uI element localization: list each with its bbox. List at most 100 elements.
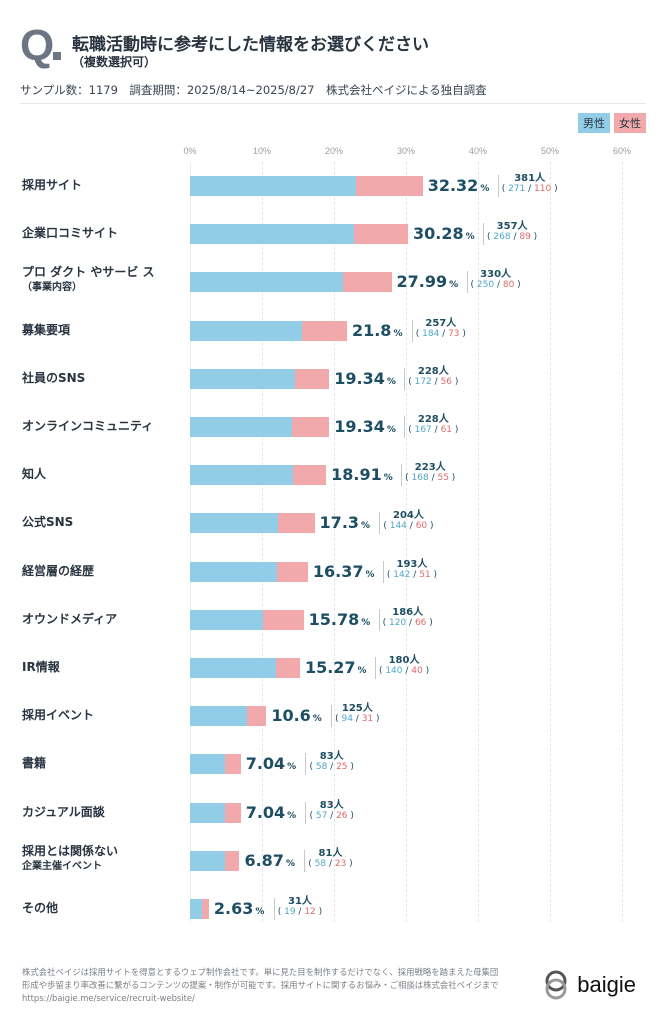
paren-close: ) — [530, 232, 538, 243]
bar-male — [190, 320, 303, 341]
q-dot — [53, 52, 62, 60]
category-label-main: 書籍 — [22, 756, 47, 771]
count-breakdown: ( 168 / 55 ) — [405, 473, 455, 484]
chart-row: 募集要項 21.8% 257人( 184 / 73 ) — [0, 311, 666, 351]
paren-close: ) — [347, 810, 354, 821]
bar-female — [247, 706, 267, 727]
slash: / — [406, 617, 415, 628]
count-male: 144 — [389, 521, 407, 532]
bar-female — [277, 513, 315, 534]
category-label-main: 採用イベント — [22, 708, 95, 723]
paren-open: ( — [308, 858, 315, 869]
category-label-main: 公式SNS — [22, 515, 74, 530]
count-total: 381人 — [514, 173, 546, 184]
percent-unit: % — [386, 376, 396, 387]
count-breakdown: ( 142 / 51 ) — [387, 570, 437, 581]
count-label: 180人( 140 / 40 ) — [379, 655, 429, 677]
q-letter: Q — [20, 21, 54, 70]
count-female: 61 — [440, 425, 453, 435]
count-female: 60 — [415, 521, 428, 532]
count-male: 142 — [393, 569, 411, 580]
count-female: 40 — [411, 666, 423, 676]
percent-unit: % — [386, 425, 396, 435]
x-tick-label: 0% — [183, 146, 197, 156]
count-breakdown: ( 58 / 25 ) — [309, 762, 353, 773]
paren-close: ) — [514, 280, 521, 291]
count-breakdown: ( 94 / 31 ) — [335, 714, 379, 725]
count-female: 26 — [336, 810, 348, 821]
slash: / — [402, 666, 412, 676]
slash: / — [352, 714, 362, 725]
category-label: 経営層の経歴 — [22, 564, 94, 579]
count-label: 228人( 167 / 61 ) — [408, 414, 458, 436]
paren-close: ) — [448, 473, 456, 484]
legend-male: 男性 — [578, 113, 610, 133]
count-total: 180人 — [388, 655, 420, 666]
count-total: 228人 — [417, 365, 449, 377]
category-label: 公式SNS — [22, 515, 73, 530]
percent-label: 15.78% — [309, 610, 371, 629]
label-separator — [305, 753, 307, 776]
bar-female — [275, 658, 300, 678]
count-male: 120 — [388, 617, 407, 628]
paren-open: ( — [277, 907, 285, 917]
category-label-sub: 企業主催イベント — [22, 860, 102, 872]
chart-row: 書籍 7.04% 83人( 58 / 25 ) — [0, 744, 666, 784]
paren-open: ( — [415, 328, 423, 339]
count-breakdown: ( 120 / 66 ) — [383, 618, 433, 629]
chart-row: 採用イベント 10.6% 125人( 94 / 31 ) — [0, 696, 666, 736]
divider — [20, 103, 646, 104]
count-male: 58 — [314, 858, 327, 869]
label-separator — [378, 608, 380, 631]
bar-female — [291, 417, 330, 437]
chart-legend: 男性 女性 — [578, 113, 646, 133]
label-separator — [466, 271, 468, 294]
slash: / — [510, 232, 520, 243]
gridline — [622, 162, 623, 922]
percent-value: 32.32 — [427, 176, 479, 195]
bar-male — [190, 417, 292, 437]
count-female: 89 — [519, 232, 531, 243]
bar-male — [190, 272, 343, 293]
count-male: 94 — [341, 714, 353, 725]
percent-unit: % — [287, 810, 297, 821]
gridline — [262, 162, 263, 922]
category-label: オンラインコミュニティ — [22, 419, 153, 434]
count-total: 193人 — [396, 558, 428, 570]
paren-open: ( — [378, 666, 386, 676]
percent-label: 17.3% — [320, 513, 371, 532]
category-label-main: IR情報 — [22, 660, 60, 674]
percent-value: 15.27 — [304, 658, 356, 677]
count-label: 381人( 271 / 110 ) — [502, 173, 558, 195]
category-label: 採用サイト — [22, 178, 82, 193]
bar-male — [190, 513, 278, 534]
category-label: その他 — [22, 901, 58, 916]
count-total: 186人 — [392, 606, 424, 618]
bar-male — [190, 802, 225, 823]
gridline — [334, 162, 335, 922]
percent-label: 32.32% — [428, 176, 490, 195]
percent-label: 18.91% — [331, 465, 393, 484]
count-female: 110 — [534, 184, 552, 194]
count-male: 184 — [422, 328, 440, 339]
percent-unit: % — [357, 666, 367, 676]
count-total: 223人 — [414, 462, 446, 474]
category-label: 採用とは関係ない 企業主催イベント — [22, 844, 118, 874]
paren-close: ) — [422, 666, 430, 676]
bar-female — [263, 609, 304, 630]
footer-url[interactable]: https://baigie.me/service/recruit-websit… — [22, 993, 195, 1003]
chart-row: その他 2.63% 31人( 19 / 12 ) — [0, 889, 666, 929]
slash: / — [327, 810, 337, 821]
percent-value: 18.91 — [331, 465, 382, 485]
count-female: 51 — [419, 569, 431, 580]
paren-open: ( — [386, 569, 394, 580]
percent-label: 27.99% — [397, 272, 459, 291]
percent-label: 2.63% — [214, 899, 265, 918]
category-label: IR情報 — [22, 660, 60, 675]
label-separator — [331, 705, 333, 728]
category-label: 知人 — [22, 467, 46, 482]
bar-male — [190, 561, 277, 582]
percent-unit: % — [287, 762, 297, 773]
percent-value: 19.34 — [334, 368, 385, 388]
label-separator — [497, 175, 499, 197]
